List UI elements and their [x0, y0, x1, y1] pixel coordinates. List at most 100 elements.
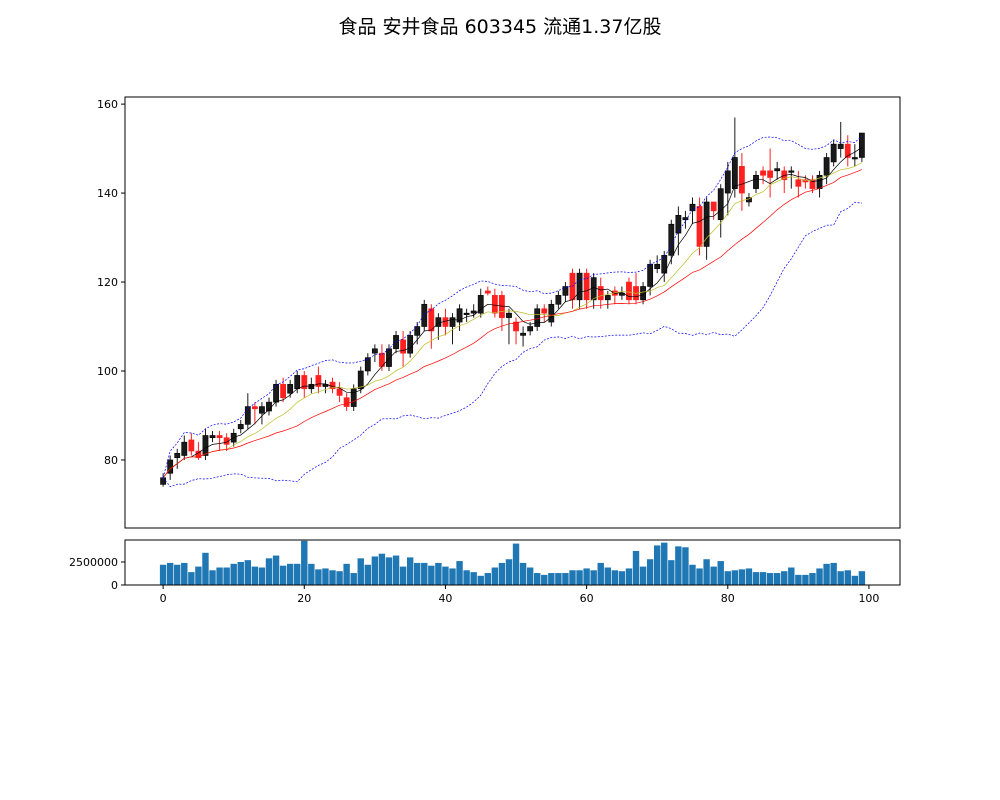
volume-bar: [456, 561, 463, 585]
volume-bar: [223, 567, 230, 585]
volume-bar: [512, 543, 520, 585]
volume-bar: [724, 571, 731, 585]
candle-body: [724, 170, 731, 194]
volume-bar: [251, 566, 259, 585]
candle-body: [731, 157, 738, 189]
volume-bar: [618, 571, 626, 585]
candle-body: [830, 143, 837, 163]
candle-body: [753, 174, 759, 189]
volume-bar: [576, 570, 583, 585]
candle-body: [795, 179, 802, 187]
volume-bar: [653, 545, 661, 585]
y-tick-label: 80: [104, 454, 118, 467]
volume-bar: [837, 571, 844, 585]
volume-bar: [802, 574, 809, 585]
volume-bar: [230, 563, 237, 585]
volume-bar: [675, 546, 682, 585]
volume-bar: [498, 562, 506, 585]
candle-body: [809, 179, 816, 189]
volume-bar: [795, 574, 802, 585]
volume-bar: [329, 570, 336, 585]
volume-bar: [258, 567, 266, 585]
volume-bar: [668, 560, 675, 585]
candle-body: [682, 217, 689, 221]
candle-body: [858, 132, 865, 158]
volume-bar: [166, 562, 174, 585]
volume-bar: [569, 570, 576, 585]
volume-bar: [209, 570, 216, 585]
x-tick-label: 0: [160, 592, 167, 605]
candle-body: [322, 384, 329, 387]
volume-bar: [583, 568, 590, 585]
candle-body: [647, 263, 654, 287]
candle-body: [689, 203, 696, 212]
bollinger-upper-line: [162, 135, 863, 478]
volume-panel: [159, 540, 866, 585]
volume-bar: [378, 553, 386, 585]
volume-bar: [639, 566, 647, 585]
volume-bar: [385, 557, 393, 585]
candle-body: [357, 370, 364, 390]
volume-bar: [237, 561, 244, 585]
candle-body: [491, 295, 498, 314]
volume-bar: [470, 572, 477, 585]
candle-body: [760, 170, 766, 176]
candle-body: [181, 441, 188, 456]
volume-bar: [519, 562, 527, 585]
candle-body: [449, 317, 456, 327]
candle-body: [315, 375, 322, 387]
candle-body: [590, 277, 597, 301]
candle-body: [534, 308, 541, 327]
volume-bar: [555, 573, 562, 585]
candle-body: [527, 326, 534, 332]
volume-bar: [851, 575, 859, 585]
volume-bar: [491, 567, 499, 585]
volume-y-tick-label: 0: [111, 579, 118, 592]
x-tick-label: 60: [580, 592, 594, 605]
candle-body: [837, 143, 844, 149]
volume-bar: [484, 573, 491, 585]
candle-body: [675, 215, 682, 234]
volume-bar: [703, 559, 710, 585]
candle-body: [209, 435, 216, 439]
volume-bar: [710, 566, 717, 585]
candle-body: [470, 310, 477, 314]
volume-bar: [505, 559, 513, 585]
volume-bar: [399, 566, 407, 585]
candle-body: [774, 168, 781, 172]
volume-bar: [830, 562, 837, 585]
volume-bar: [731, 570, 739, 585]
candle-body: [513, 321, 519, 332]
volume-bar: [661, 542, 668, 585]
volume-bar: [279, 565, 287, 585]
volume-bar: [449, 568, 456, 585]
y-tick-label: 120: [97, 276, 118, 289]
volume-bar: [350, 573, 357, 585]
candle-body: [421, 303, 428, 327]
candle-body: [696, 206, 703, 247]
volume-bar: [823, 563, 830, 585]
volume-bar: [526, 567, 534, 585]
price-axes-frame: [124, 96, 901, 529]
volume-bar: [541, 574, 548, 585]
candle-body: [393, 335, 399, 350]
candle-body: [520, 332, 526, 336]
volume-bar: [788, 567, 795, 585]
volume-bar: [646, 559, 654, 585]
candle-body: [237, 424, 244, 430]
volume-bar: [364, 564, 372, 585]
chart-title: 食品 安井食品 603345 流通1.37亿股: [339, 16, 662, 38]
candle-body: [484, 290, 491, 294]
x-tick-label: 80: [721, 592, 735, 605]
volume-bar: [301, 540, 308, 585]
volume-bar: [392, 555, 400, 585]
volume-bar: [265, 558, 273, 585]
volume-bar: [435, 562, 442, 585]
volume-bar: [357, 558, 364, 585]
candle-body: [223, 437, 230, 445]
candle-body: [174, 452, 181, 459]
candle-body: [548, 303, 555, 323]
ma-line-ma20: [162, 169, 863, 478]
candle-body: [251, 406, 258, 410]
